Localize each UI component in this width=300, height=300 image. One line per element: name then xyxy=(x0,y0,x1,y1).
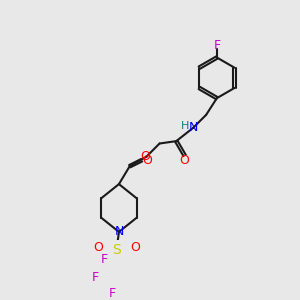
Text: S: S xyxy=(112,243,121,257)
Text: O: O xyxy=(180,154,190,167)
Text: N: N xyxy=(114,225,124,239)
Text: F: F xyxy=(101,253,108,266)
Text: H: H xyxy=(181,121,190,130)
Text: F: F xyxy=(109,287,116,300)
Text: N: N xyxy=(188,122,198,134)
Text: O: O xyxy=(142,154,152,167)
Text: F: F xyxy=(213,39,220,52)
Text: O: O xyxy=(93,241,103,254)
Text: O: O xyxy=(130,241,140,254)
Text: F: F xyxy=(92,272,99,284)
Text: O: O xyxy=(140,150,150,163)
